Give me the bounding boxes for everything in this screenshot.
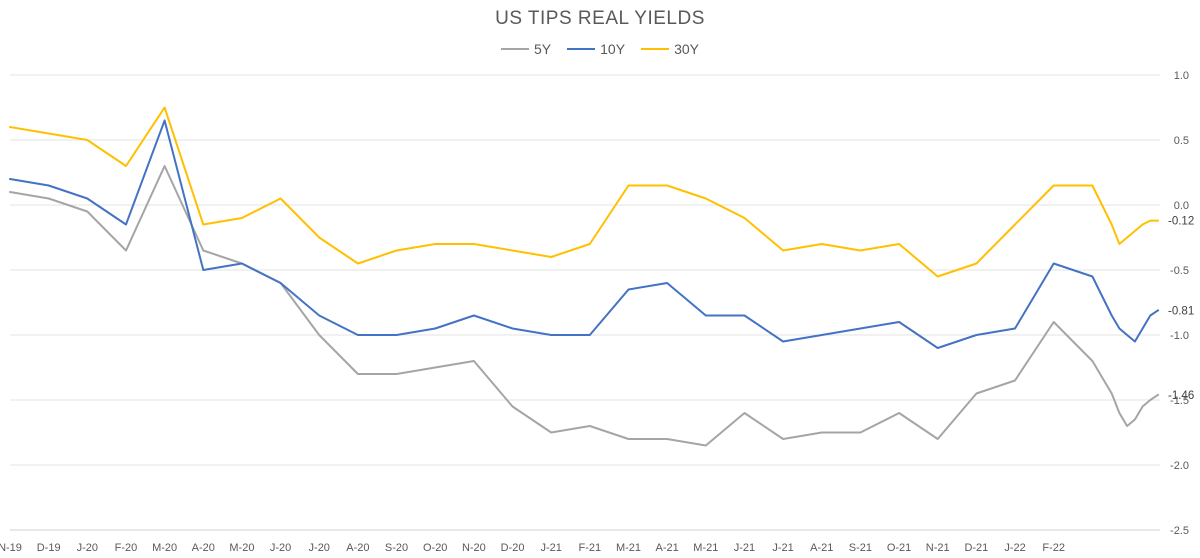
x-tick-label: M-20 (229, 542, 254, 554)
x-tick-label: M-21 (693, 542, 718, 554)
x-tick-label: J-20 (77, 542, 98, 554)
x-tick-label: F-20 (115, 542, 138, 554)
x-tick-label: A-20 (346, 542, 369, 554)
x-tick-label: J-20 (270, 542, 291, 554)
y-tick-label: -0.5 (1170, 265, 1189, 277)
x-tick-label: F-22 (1042, 542, 1065, 554)
series-line-10y (9, 119, 1160, 349)
legend-item-5y: 5Y (501, 41, 551, 57)
y-tick-label: -2.5 (1170, 525, 1189, 537)
legend-label-5y: 5Y (534, 41, 552, 57)
x-tick-label: D-20 (501, 542, 525, 554)
y-tick-label: 0.0 (1174, 200, 1189, 212)
x-tick-label: M-21 (616, 542, 641, 554)
legend-item-10y: 10Y (567, 41, 625, 57)
x-tick-label: D-19 (37, 542, 61, 554)
x-tick-label: O-20 (423, 542, 447, 554)
series-line-5y (9, 165, 1160, 447)
x-tick-label: A-20 (192, 542, 215, 554)
x-tick-label: M-20 (152, 542, 177, 554)
x-tick-label: N-21 (926, 542, 950, 554)
end-label-5y: -1.46 (1168, 390, 1194, 402)
x-tick-label: J-21 (540, 542, 561, 554)
y-tick-label: -2.0 (1170, 460, 1189, 472)
x-tick-label: S-20 (385, 542, 408, 554)
x-tick-label: J-21 (772, 542, 793, 554)
y-tick-label: -1.5 (1170, 395, 1189, 407)
series-line-30y (9, 106, 1160, 278)
y-tick-label: 0.5 (1174, 135, 1189, 147)
x-tick-label: A-21 (656, 542, 679, 554)
x-tick-label: A-21 (810, 542, 833, 554)
x-tick-label: F-21 (579, 542, 602, 554)
legend-swatch-30y (641, 47, 670, 51)
x-tick-label: O-21 (887, 542, 911, 554)
x-tick-label: J-21 (734, 542, 755, 554)
x-tick-label: D-21 (964, 542, 988, 554)
legend: 5Y 10Y 30Y (0, 41, 1200, 57)
legend-item-30y: 30Y (641, 41, 699, 57)
end-label-10y: -0.81 (1168, 305, 1194, 317)
legend-swatch-10y (567, 47, 596, 51)
x-tick-label: N-19 (0, 542, 22, 554)
legend-label-30y: 30Y (674, 41, 699, 57)
end-label-30y: -0.12 (1168, 216, 1194, 228)
y-tick-label: 1.0 (1174, 70, 1189, 82)
x-tick-label: S-21 (849, 542, 872, 554)
y-tick-label: -1.0 (1170, 330, 1189, 342)
x-tick-label: J-20 (309, 542, 330, 554)
x-tick-label: N-20 (462, 542, 486, 554)
legend-swatch-5y (501, 47, 530, 51)
legend-label-10y: 10Y (600, 41, 626, 57)
x-tick-label: J-22 (1004, 542, 1025, 554)
chart-title: US TIPS REAL YIELDS (495, 8, 705, 29)
